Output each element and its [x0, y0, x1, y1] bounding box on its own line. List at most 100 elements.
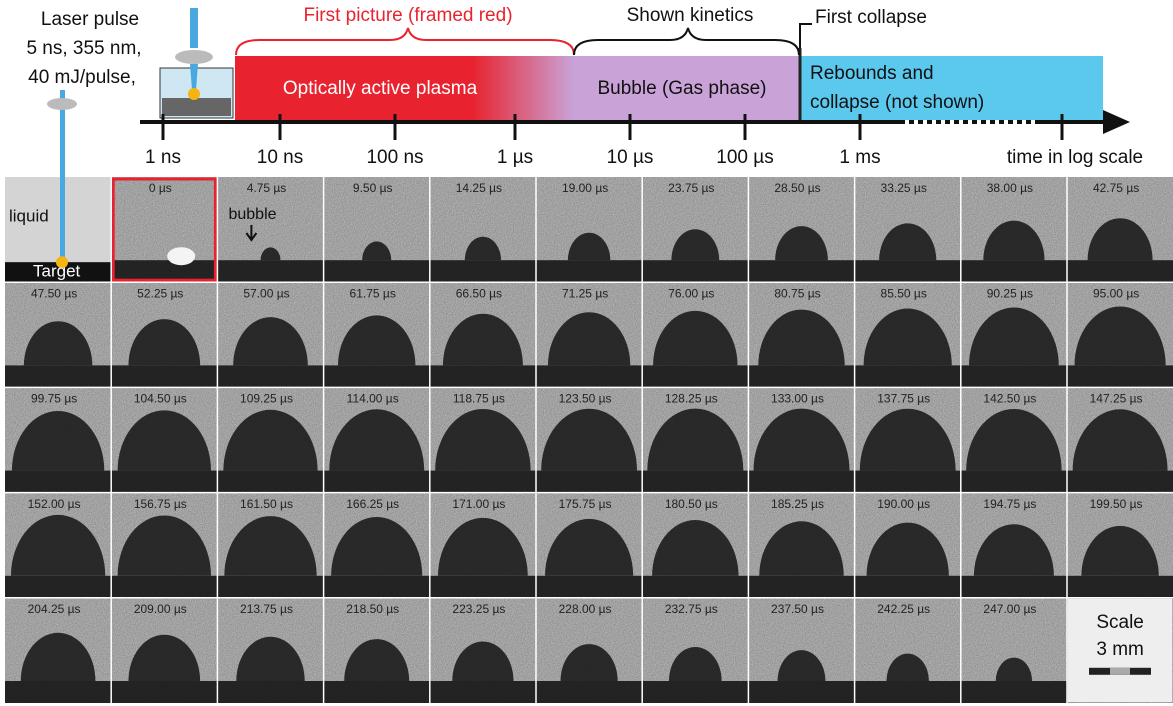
- frame-time: 80.75 µs: [774, 286, 820, 300]
- frame-time: 71.25 µs: [562, 286, 608, 300]
- tick-label: 100 µs: [716, 147, 773, 168]
- frame-time: 232.75 µs: [665, 602, 718, 616]
- frame-time: 85.50 µs: [881, 286, 927, 300]
- frame-time: 9.50 µs: [353, 181, 393, 195]
- frame-time: 4.75 µs: [247, 181, 287, 195]
- target-band: [642, 260, 748, 282]
- target-band: [5, 365, 111, 387]
- laser-label: Laser pulse 5 ns, 355 nm, 40 mJ/pulse,: [26, 9, 141, 88]
- frame-time: 95.00 µs: [1093, 286, 1139, 300]
- segment-label: collapse (not shown): [810, 92, 984, 113]
- frame-time: 114.00 µs: [347, 392, 399, 406]
- scale-bar-mid: [1110, 668, 1130, 675]
- brace-label: Shown kinetics: [627, 5, 754, 26]
- frame-time: 57.00 µs: [243, 286, 289, 300]
- target-band: [642, 681, 748, 703]
- tick-label: 100 ns: [366, 147, 423, 168]
- tick-label: 1 ns: [145, 147, 181, 168]
- tick-label: 10 ns: [257, 147, 303, 168]
- tick-label: 10 µs: [607, 147, 654, 168]
- target-band: [111, 576, 217, 598]
- target-band: [324, 471, 430, 493]
- target-band: [1067, 471, 1173, 493]
- target-band: [855, 681, 961, 703]
- frame-time: 99.75 µs: [31, 392, 77, 406]
- frame-time: 199.50 µs: [1090, 497, 1143, 511]
- target-band: [430, 576, 536, 598]
- frame-time: 47.50 µs: [31, 286, 77, 300]
- frame-time: 109.25 µs: [240, 392, 293, 406]
- target-band: [642, 471, 748, 493]
- frame-time: 133.00 µs: [771, 392, 824, 406]
- scale-title: Scale: [1096, 612, 1144, 633]
- focus: [188, 88, 200, 100]
- target-band: [642, 365, 748, 387]
- target-band: [748, 365, 854, 387]
- target-band: [430, 681, 536, 703]
- target-band: [217, 260, 323, 282]
- target-band: [111, 681, 217, 703]
- frame-time: 223.25 µs: [452, 602, 505, 616]
- frame-time: 185.25 µs: [771, 497, 824, 511]
- target-band: [5, 576, 111, 598]
- frame-time: 0 µs: [149, 181, 172, 195]
- segment-label: Optically active plasma: [283, 78, 478, 99]
- target-band: [5, 681, 111, 703]
- target-band: [748, 260, 854, 282]
- frame-time: 19.00 µs: [562, 181, 608, 195]
- beam: [190, 8, 198, 48]
- target-band: [111, 471, 217, 493]
- scale-length: 3 mm: [1096, 639, 1144, 660]
- frame-time: 190.00 µs: [877, 497, 930, 511]
- target-band: [536, 260, 642, 282]
- brace: [574, 28, 799, 55]
- frame-time: 194.75 µs: [983, 497, 1036, 511]
- frame-time: 237.50 µs: [771, 602, 824, 616]
- frame-time: 23.75 µs: [668, 181, 714, 195]
- target-band: [430, 365, 536, 387]
- frame-time: 166.25 µs: [346, 497, 399, 511]
- frame-time: 209.00 µs: [134, 602, 187, 616]
- target-band: [217, 471, 323, 493]
- frame-time: 66.50 µs: [456, 286, 502, 300]
- target-band: [855, 260, 961, 282]
- frame-time: 142.50 µs: [983, 392, 1036, 406]
- target-band: [642, 576, 748, 598]
- target-band: [324, 260, 430, 282]
- frame-time: 147.25 µs: [1090, 392, 1143, 406]
- target-band: [961, 471, 1067, 493]
- beam: [60, 90, 65, 260]
- frame-time: 42.75 µs: [1093, 181, 1139, 195]
- target-band: [217, 365, 323, 387]
- target-band: [536, 681, 642, 703]
- frame-time: 76.00 µs: [668, 286, 714, 300]
- target-band: [855, 365, 961, 387]
- frame-time: 61.75 µs: [350, 286, 396, 300]
- target-band: [5, 471, 111, 493]
- brace-label: First collapse: [815, 7, 927, 28]
- frame-time: 204.25 µs: [28, 602, 81, 616]
- frame-time: 247.00 µs: [983, 602, 1036, 616]
- target-band: [217, 681, 323, 703]
- cuvette-icon: [160, 8, 233, 118]
- axis-arrow: [1103, 110, 1130, 134]
- target-band: [1067, 365, 1173, 387]
- brace: [236, 28, 574, 55]
- frame-time: 161.50 µs: [240, 497, 293, 511]
- frame-time: 152.00 µs: [28, 497, 81, 511]
- target-band: [961, 681, 1067, 703]
- target-band: [961, 260, 1067, 282]
- target-band: [1067, 260, 1173, 282]
- target-band: [324, 365, 430, 387]
- frame-time: 118.75 µs: [453, 392, 505, 406]
- target-band: [536, 365, 642, 387]
- tick-label: 1 ms: [839, 147, 880, 168]
- frame-time: 128.25 µs: [665, 392, 718, 406]
- frame-time: 180.50 µs: [665, 497, 718, 511]
- axis-label: time in log scale: [1007, 147, 1143, 168]
- laser-line: Laser pulse: [41, 9, 139, 30]
- plasma-glow: [167, 247, 195, 265]
- frame-time: 213.75 µs: [240, 602, 293, 616]
- frame-time: 104.50 µs: [134, 392, 187, 406]
- laser-line: 40 mJ/pulse,: [28, 67, 136, 88]
